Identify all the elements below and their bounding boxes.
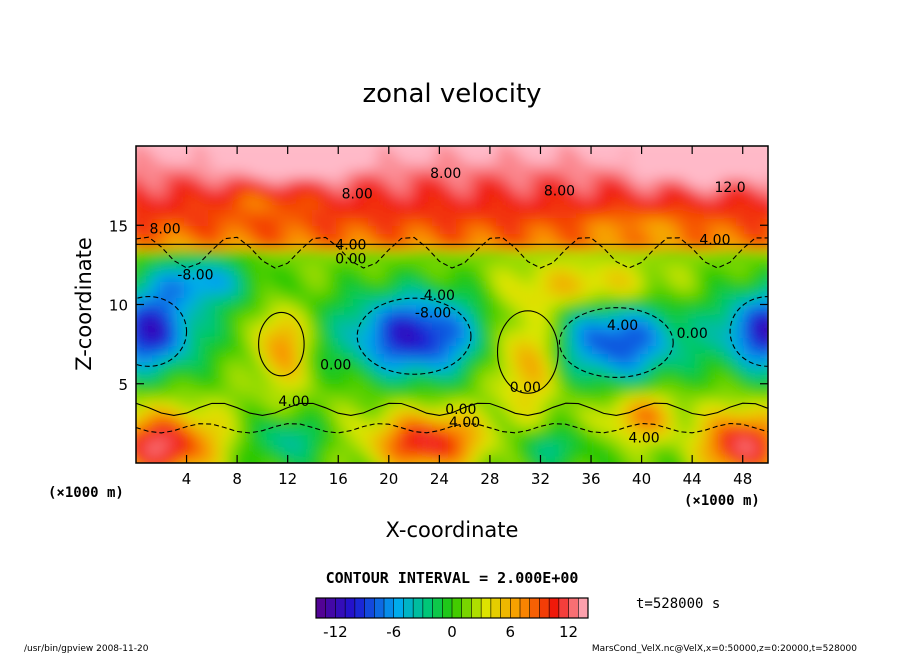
contour-label: 4.00 [449,415,480,431]
y-axis-label: Z-coordinate [72,237,96,371]
x-tick-label: 4 [182,470,192,488]
contour-label: 4.00 [699,233,730,249]
x-tick-label: 24 [430,470,449,488]
y-tick-label: 10 [109,297,128,315]
colorbar-cell [490,598,501,618]
colorbar-tick-label: 12 [559,623,578,641]
contour-label: 0.00 [510,380,541,396]
colorbar-tick-label: 6 [506,623,516,641]
colorbar-cell [316,598,327,618]
colorbar-cell [384,598,395,618]
contour-label: -8.00 [415,305,451,321]
contour-label: 0.00 [677,326,708,342]
contour-label: -8.00 [177,267,213,283]
colorbar-cell [442,598,453,618]
contour-label: 4.00 [607,318,638,334]
colorbar-cell [510,598,521,618]
colorbar-cell [325,598,336,618]
colorbar-cell [461,598,472,618]
x-unit-right: (×1000 m) [684,493,760,509]
contour-label: 8.00 [342,187,373,203]
colorbar-ticks: -12 -6 0 6 12 [323,623,578,641]
colorbar-cell [335,598,346,618]
contour-label: 4.00 [278,394,309,410]
contour-label: 12.0 [714,180,745,196]
colorbar-cell [558,598,569,618]
x-unit-left: (×1000 m) [48,485,124,501]
colorbar-cell [520,598,531,618]
contour-label: 8.00 [149,221,180,237]
x-tick-label: 20 [379,470,398,488]
x-tick-label: 48 [733,470,752,488]
x-tick-label: 40 [632,470,651,488]
x-tick-label: 8 [232,470,242,488]
colorbar-cell [500,598,511,618]
colorbar-frame [315,597,589,619]
colorbar-tick-label: -6 [386,623,401,641]
x-tick-label: 44 [683,470,702,488]
contour-label: 4.00 [335,237,366,253]
colorbar-cell [413,598,424,618]
colorbar-cell [403,598,414,618]
y-axis: 5 10 15 [109,217,768,394]
contour-label: 4.00 [629,431,660,447]
colorbar-cell [432,598,443,618]
footer-left: /usr/bin/gpview 2008-11-20 [24,644,149,654]
colorbar-cell [393,598,404,618]
colorbar-cell [364,598,375,618]
colorbar-cell [354,598,365,618]
contour-interval: CONTOUR INTERVAL = 2.000E+00 [326,569,579,587]
x-tick-label: 12 [278,470,297,488]
colorbar-cell [568,598,579,618]
contour-labels: 8.008.00 8.00 12.08.004.000.004.00-8.004.0… [149,166,745,447]
x-tick-label: 32 [531,470,550,488]
colorbar-cell [471,598,482,618]
contour-label: 4.00 [424,288,455,304]
contour-label: 0.00 [445,402,476,418]
y-tick-label: 15 [109,217,128,235]
colorbar-cell [481,598,492,618]
colorbar-cell [422,598,433,618]
time-label: t=528000 s [636,596,720,612]
colorbar-tick-label: 0 [447,623,457,641]
colorbar-cell [578,598,589,618]
colorbar-tick-label: -12 [323,623,348,641]
colorbar-cell [549,598,560,618]
contour-label: 0.00 [320,358,351,374]
x-tick-label: 16 [329,470,348,488]
y-tick-label: 5 [118,376,128,394]
colorbar-cell [345,598,356,618]
x-axis: 4 8 12 16 20 24 28 32 36 40 44 48 [182,146,752,488]
colorbar-cell [374,598,385,618]
velocity-field [136,146,768,463]
x-axis-label: X-coordinate [386,518,519,542]
contour-label: 0.00 [335,252,366,268]
contour-label: 8.00 [544,183,575,199]
chart-title: zonal velocity [362,79,541,109]
contour-label: 8.00 [430,166,461,182]
colorbar [315,597,589,619]
colorbar-cell [529,598,540,618]
x-tick-label: 36 [581,470,600,488]
footer-right: MarsCond_VelX.nc@VelX,x=0:50000,z=0:2000… [592,644,857,654]
colorbar-cell [539,598,550,618]
x-tick-label: 28 [480,470,499,488]
colorbar-cell [452,598,463,618]
